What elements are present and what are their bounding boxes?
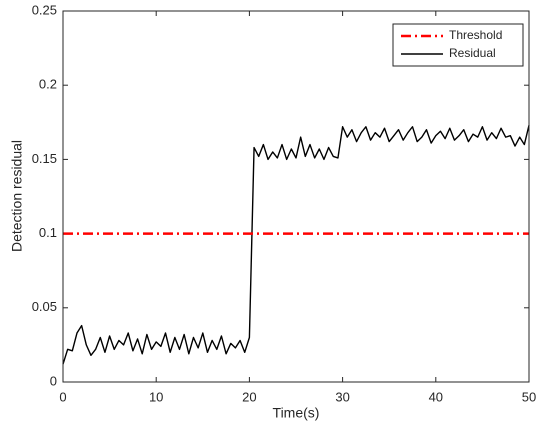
legend-label: Threshold [449, 28, 502, 42]
x-tick-label: 0 [59, 389, 66, 404]
x-tick-label: 50 [522, 389, 536, 404]
x-tick-label: 10 [149, 389, 163, 404]
line-residual [62, 125, 530, 365]
y-tick-label: 0.25 [32, 2, 57, 17]
y-axis-label: Detection residual [9, 140, 25, 252]
legend-label: Residual [449, 46, 496, 60]
y-tick-label: 0 [50, 373, 57, 388]
x-axis-label: Time(s) [273, 405, 320, 421]
x-tick-label: 20 [242, 389, 256, 404]
y-tick-label: 0.15 [32, 151, 57, 166]
y-tick-label: 0.1 [39, 225, 57, 240]
plot-frame [62, 10, 530, 383]
x-tick-label: 40 [429, 389, 443, 404]
x-tick-label: 30 [335, 389, 349, 404]
legend-box [392, 23, 524, 67]
y-tick-label: 0.2 [39, 77, 57, 92]
y-tick-label: 0.05 [32, 299, 57, 314]
